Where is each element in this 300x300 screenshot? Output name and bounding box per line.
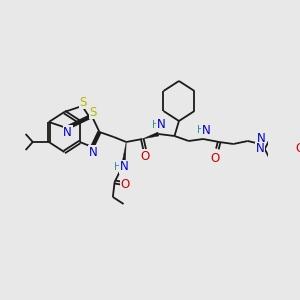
- Text: O: O: [140, 149, 150, 163]
- Polygon shape: [122, 142, 126, 164]
- Text: O: O: [210, 152, 219, 164]
- Text: N: N: [120, 160, 129, 173]
- Text: O: O: [295, 142, 300, 155]
- Polygon shape: [142, 132, 159, 139]
- Text: N: N: [256, 142, 265, 155]
- Text: N: N: [63, 125, 72, 139]
- Text: H: H: [152, 120, 159, 130]
- Text: S: S: [80, 95, 87, 109]
- Text: S: S: [89, 106, 97, 118]
- Text: N: N: [157, 118, 166, 131]
- Text: N: N: [257, 131, 266, 145]
- Text: N: N: [201, 124, 210, 136]
- Text: N: N: [89, 146, 98, 158]
- Text: O: O: [121, 178, 130, 191]
- Text: H: H: [197, 125, 204, 135]
- Text: H: H: [114, 162, 121, 172]
